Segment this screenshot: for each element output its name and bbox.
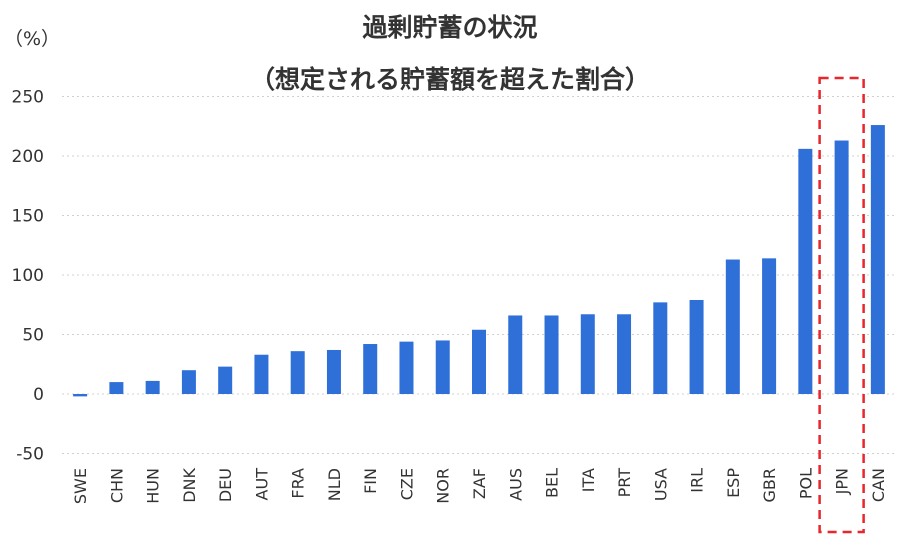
x-tick-label: ZAF: [470, 468, 489, 499]
bar-fra: [290, 351, 305, 394]
x-tick-label: USA: [651, 468, 670, 501]
x-tick-label: FRA: [289, 468, 308, 499]
bar-aus: [508, 315, 523, 394]
x-tick-label: ESP: [724, 468, 743, 498]
bar-ita: [580, 314, 595, 394]
bar-swe: [73, 394, 88, 397]
x-tick-label: IRL: [688, 468, 707, 493]
x-tick-label: BEL: [543, 468, 562, 498]
bar-dnk: [181, 370, 196, 394]
bar-prt: [617, 314, 632, 394]
bar-irl: [689, 299, 704, 394]
x-tick-label: JPN: [833, 468, 852, 495]
y-tick-label: -50: [16, 445, 44, 465]
bar-cze: [399, 341, 414, 394]
x-tick-label: DNK: [180, 467, 199, 502]
bar-chn: [109, 382, 124, 394]
x-tick-label: SWE: [71, 468, 90, 504]
x-tick-label: DEU: [216, 468, 235, 502]
x-tick-label: FIN: [361, 468, 380, 494]
x-tick-label: AUT: [252, 468, 271, 501]
y-axis-unit-label: （%）: [4, 28, 61, 50]
bar-can: [870, 125, 885, 394]
bar-pol: [798, 148, 813, 394]
highlight-box: [818, 76, 865, 534]
x-tick-label: CZE: [397, 468, 416, 500]
x-tick-label: ITA: [579, 468, 598, 492]
y-tick-label: 100: [12, 266, 44, 286]
x-tick-label: PRT: [615, 468, 634, 498]
y-tick-label: 200: [12, 147, 44, 167]
y-tick-label: 50: [22, 326, 44, 346]
bar-gbr: [762, 258, 777, 394]
bar-esp: [725, 259, 740, 394]
x-tick-label: NLD: [325, 468, 344, 501]
bar-jpn: [834, 140, 849, 394]
x-tick-label: GBR: [760, 468, 779, 503]
bar-fin: [363, 344, 378, 394]
bar-nld: [326, 349, 341, 394]
x-tick-label: AUS: [506, 468, 525, 501]
chart-subtitle: （想定される貯蓄額を超えた割合）: [249, 65, 650, 94]
bar-deu: [218, 366, 233, 394]
x-tick-label: CAN: [869, 468, 888, 502]
y-tick-label: 0: [33, 385, 44, 405]
x-tick-label: POL: [796, 468, 815, 499]
bar-zaf: [472, 329, 486, 394]
x-tick-label: HUN: [144, 468, 163, 504]
bar-aut: [254, 354, 269, 394]
y-tick-label: 250: [12, 88, 44, 108]
chart-title: 過剰貯蓄の状況: [362, 13, 538, 42]
y-tick-label: 150: [12, 207, 44, 227]
bar-hun: [145, 380, 160, 394]
bar-nor: [435, 340, 450, 394]
x-tick-label: CHN: [107, 468, 126, 503]
bar-bel: [544, 315, 559, 394]
bar-usa: [653, 302, 668, 394]
x-tick-label: NOR: [434, 468, 453, 504]
